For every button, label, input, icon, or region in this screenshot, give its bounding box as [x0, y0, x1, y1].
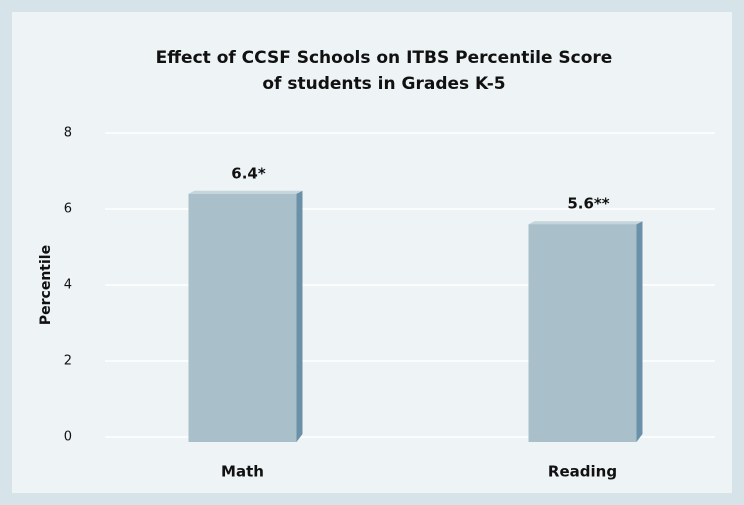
y-tick-label: 6 — [64, 202, 72, 217]
bar-top — [528, 221, 643, 225]
y-tick-label: 0 — [64, 430, 72, 445]
bar — [188, 193, 297, 442]
value-label: 6.4* — [231, 164, 266, 182]
y-axis-label: Percentile — [38, 245, 54, 325]
value-label: 5.6** — [567, 195, 609, 213]
y-tick-label: 4 — [64, 278, 72, 293]
chart-title: of students in Grades K-5 — [262, 74, 505, 94]
y-tick-label: 8 — [64, 126, 72, 141]
chart-title: Effect of CCSF Schools on ITBS Percentil… — [156, 48, 613, 68]
bar-side — [636, 221, 643, 442]
y-tick-label: 2 — [64, 354, 72, 369]
bar-side — [296, 190, 303, 442]
bar — [528, 224, 637, 442]
bar-top — [188, 190, 303, 194]
x-tick-label: Math — [221, 463, 264, 481]
x-tick-label: Reading — [548, 463, 617, 481]
